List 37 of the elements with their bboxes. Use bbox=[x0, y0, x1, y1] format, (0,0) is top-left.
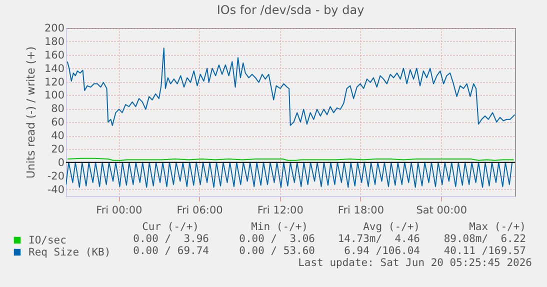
y-tick-label: 40 bbox=[51, 130, 64, 142]
text: 6.94 /106.04 bbox=[344, 245, 420, 257]
text: Last update: Sat Jun 20 05:25:45 2026 bbox=[298, 257, 532, 269]
text: 40.11 /169.57 bbox=[444, 245, 526, 257]
text: Max (-/+) bbox=[469, 221, 526, 233]
text: Min (-/+) bbox=[251, 221, 308, 233]
x-tick-label: Fri 18:00 bbox=[338, 204, 384, 216]
x-tick-label: Fri 12:00 bbox=[257, 204, 304, 216]
y-axis-title: Units read (-) / write (+) bbox=[24, 46, 38, 179]
text: 0.00 / 3.96 bbox=[133, 233, 209, 245]
y-tick-label: -20 bbox=[47, 170, 64, 182]
text: 0.00 / 3.06 bbox=[239, 233, 315, 245]
y-tick-label: 60 bbox=[51, 116, 64, 129]
y-tick-label: 20 bbox=[51, 143, 64, 156]
text: Avg (-/+) bbox=[363, 221, 420, 233]
x-tick-label: Fri 06:00 bbox=[176, 204, 223, 216]
x-tick-label: Sat 00:00 bbox=[416, 204, 468, 216]
line-series bbox=[66, 162, 513, 188]
legend-label: IO/sec bbox=[28, 234, 66, 246]
y-tick-label: 160 bbox=[44, 49, 64, 62]
text: 0.00 / 53.60 bbox=[239, 245, 315, 257]
x-tick-label: Fri 00:00 bbox=[96, 204, 142, 216]
y-tick-label: 200 bbox=[44, 22, 64, 34]
y-tick-label: 0 bbox=[58, 156, 64, 169]
text: 14.73m/ 4.46 bbox=[338, 233, 420, 245]
y-tick-label: 100 bbox=[44, 90, 64, 102]
line-series bbox=[66, 48, 515, 126]
chart-title: IOs for /dev/sda - by day bbox=[216, 3, 364, 17]
legend-label: Req Size (KB) bbox=[28, 246, 111, 258]
y-tick-label: 180 bbox=[44, 36, 64, 48]
y-tick-label: 80 bbox=[51, 103, 64, 116]
text: 89.08m/ 6.22 bbox=[444, 233, 526, 245]
y-tick-label: 120 bbox=[44, 76, 64, 88]
text: 0.00 / 69.74 bbox=[133, 245, 209, 257]
text: Cur (-/+) bbox=[142, 221, 199, 233]
y-tick-label: -40 bbox=[47, 184, 64, 196]
y-tick-label: 140 bbox=[44, 62, 64, 75]
